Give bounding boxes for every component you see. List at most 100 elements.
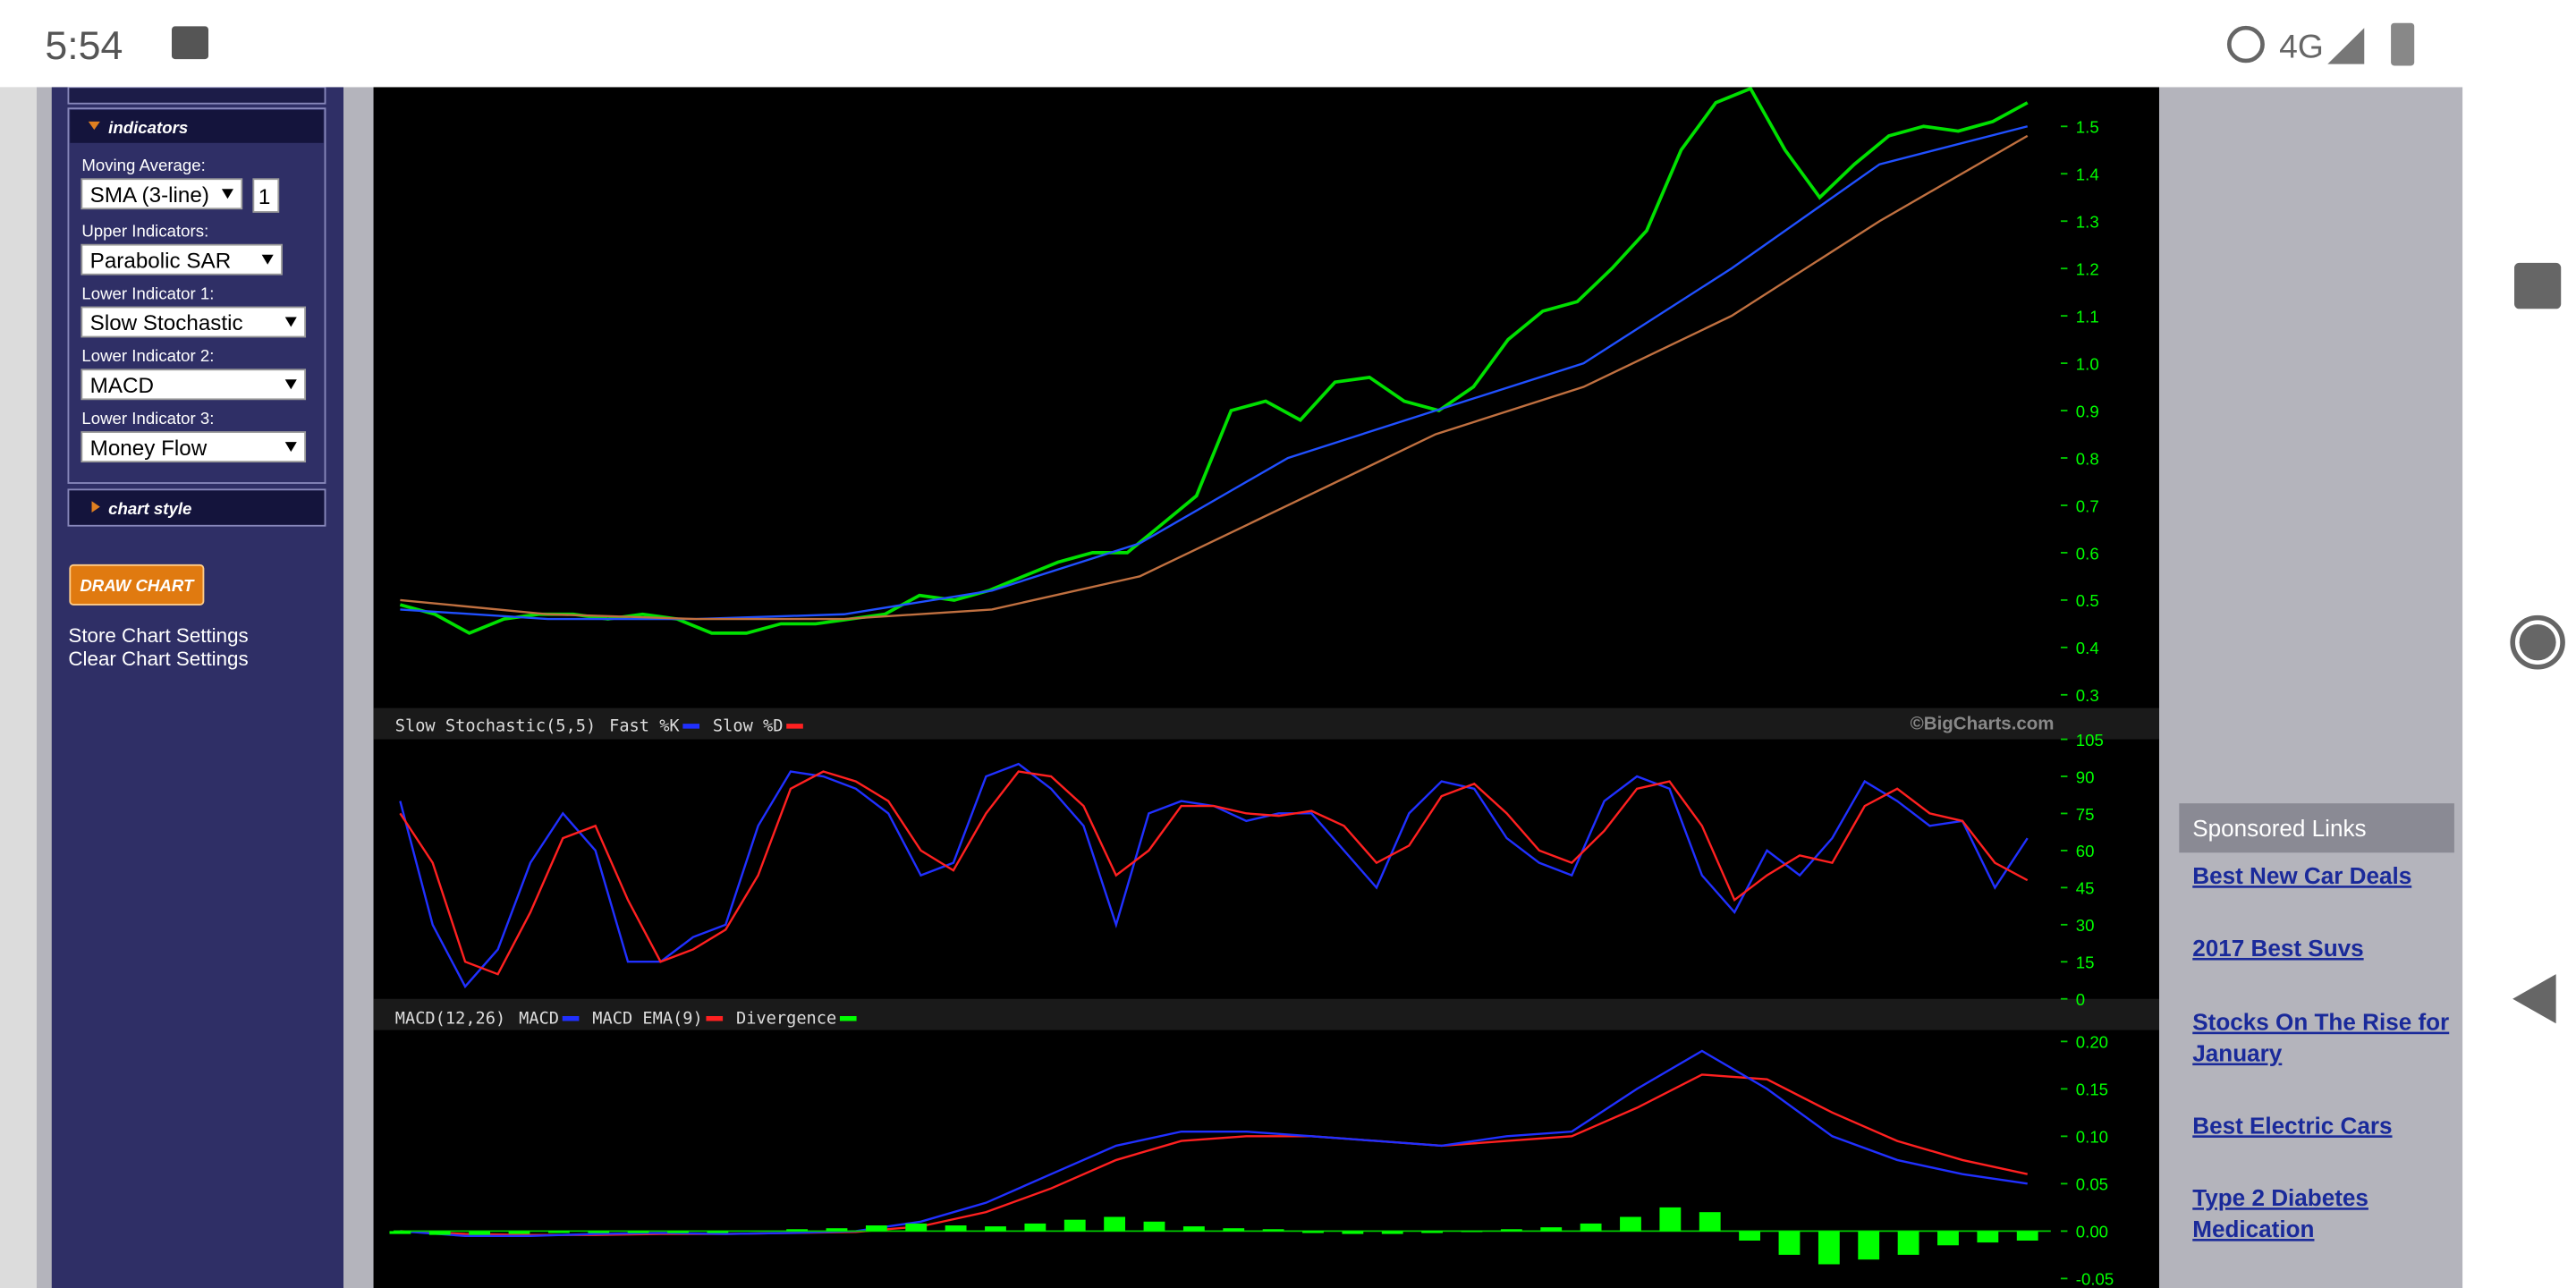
divergence-bar [1897,1231,1919,1255]
y-tick-label: 0.4 [2076,639,2099,657]
divergence-bar [469,1231,491,1235]
recents-button[interactable] [2514,262,2562,309]
divergence-bar [627,1231,649,1233]
y-tick-label: 1.4 [2076,165,2099,184]
home-button[interactable] [2510,614,2565,670]
image-icon [172,26,209,60]
expand-arrow [88,121,100,131]
y-tick-label: 0.9 [2076,402,2099,421]
legend-label: Divergence [736,1009,836,1028]
y-tick-label: 60 [2076,842,2095,860]
y-tick-label: 0.5 [2076,591,2099,610]
y-tick-label: 1.3 [2076,213,2099,232]
sponsored-link[interactable]: Type 2 Diabetes [2192,1186,2368,1211]
divergence-bar [389,1231,411,1234]
divergence-bar [1580,1223,1602,1232]
divergence-bar [508,1231,530,1234]
divergence-bar [786,1229,809,1232]
sponsored-link[interactable]: January [2192,1042,2283,1067]
plot [399,762,2029,989]
field-label: Lower Indicator 2: [81,346,214,365]
panel-divider [373,998,2159,1030]
divergence-bar [2016,1231,2038,1241]
divergence-bar [1659,1207,1682,1232]
panel-title[interactable]: chart style [108,499,191,518]
chart-style-panel[interactable] [67,488,326,527]
y-tick-label: 0.10 [2076,1128,2108,1147]
divergence-bar [1739,1231,1761,1241]
sponsored-link[interactable]: Best Electric Cars [2192,1114,2392,1140]
legend-label: Slow %D [713,716,784,735]
y-tick-label: 0.7 [2076,496,2099,515]
select-arrow [284,317,297,327]
input-box[interactable] [252,178,280,213]
divergence-bar [905,1223,928,1232]
select-box[interactable] [80,431,307,463]
y-tick-label: 1.2 [2076,260,2099,279]
divergence-bar [1699,1212,1721,1232]
select-value[interactable]: Money Flow [90,436,208,461]
select-arrow [221,189,233,199]
divergence-bar [945,1225,967,1232]
sponsored-link[interactable]: Stocks On The Rise for [2192,1011,2449,1036]
clock: 5:54 [45,24,123,68]
panel-divider [373,708,2159,740]
select-value[interactable]: MACD [90,374,154,398]
divergence-bar [1778,1231,1801,1255]
legend-label: MACD [519,1009,559,1028]
divergence-bar [1858,1231,1880,1260]
y-tick-label: -0.05 [2076,1270,2114,1288]
select-value[interactable]: Slow Stochastic [90,311,243,335]
y-tick-label: 0.00 [2076,1223,2108,1241]
indicator-title: Slow Stochastic(5,5) [395,716,596,735]
y-tick-label: 1.1 [2076,308,2099,326]
back-button[interactable] [2512,974,2556,1024]
collapsed-panel [67,86,326,105]
y-tick-label: 0.15 [2076,1080,2108,1099]
series-line [399,770,2029,976]
indicators-panel [67,107,326,484]
series-line [400,134,2029,621]
y-tick-label: 0.05 [2076,1175,2108,1194]
draw-chart-button[interactable] [69,564,205,606]
divergence-bar [1223,1228,1245,1232]
button-label[interactable]: DRAW CHART [80,576,195,595]
select-box[interactable] [80,178,243,210]
signal-icon [2327,28,2365,64]
battery-icon [2391,22,2415,66]
divergence-bar [1262,1229,1284,1232]
divergence-bar [428,1231,451,1235]
chart-area [373,87,2159,1288]
sponsored-link[interactable]: Medication [2192,1217,2314,1242]
plot [399,87,2029,635]
divergence-bar [1063,1219,1086,1232]
divergence-bar [1381,1231,1403,1234]
y-tick-label: 90 [2076,767,2095,786]
select-value[interactable]: Parabolic SAR [90,250,232,274]
divergence-bar [707,1231,729,1233]
select-box[interactable] [80,306,307,338]
collapse-arrow [91,501,100,513]
input-value[interactable]: 1 [258,185,270,209]
select-box[interactable] [80,369,307,401]
divergence-bar [1104,1216,1126,1232]
divergence-bar [1182,1226,1205,1232]
sponsored-link[interactable]: Best New Car Deals [2192,864,2411,889]
home-button-core[interactable] [2519,623,2556,661]
y-tick-label: 105 [2076,731,2104,750]
divergence-bar [1937,1231,1959,1246]
sponsored-link[interactable]: 2017 Best Suvs [2192,936,2363,962]
divergence-bar [1342,1231,1364,1234]
legend-label: Fast %K [609,716,680,735]
select-arrow [261,254,274,265]
divergence-bar [1143,1221,1165,1232]
plot [389,1049,2051,1265]
store-settings-link[interactable]: Store Chart Settings [68,624,248,647]
clear-settings-link[interactable]: Clear Chart Settings [68,648,248,670]
indicator-title: MACD(12,26) [395,1009,505,1028]
divergence-bar [667,1231,689,1233]
credit: ©BigCharts.com [1911,715,2055,734]
y-tick-label: 1.5 [2076,118,2099,137]
select-value[interactable]: SMA (3-line) [90,183,209,208]
select-box[interactable] [80,243,283,275]
